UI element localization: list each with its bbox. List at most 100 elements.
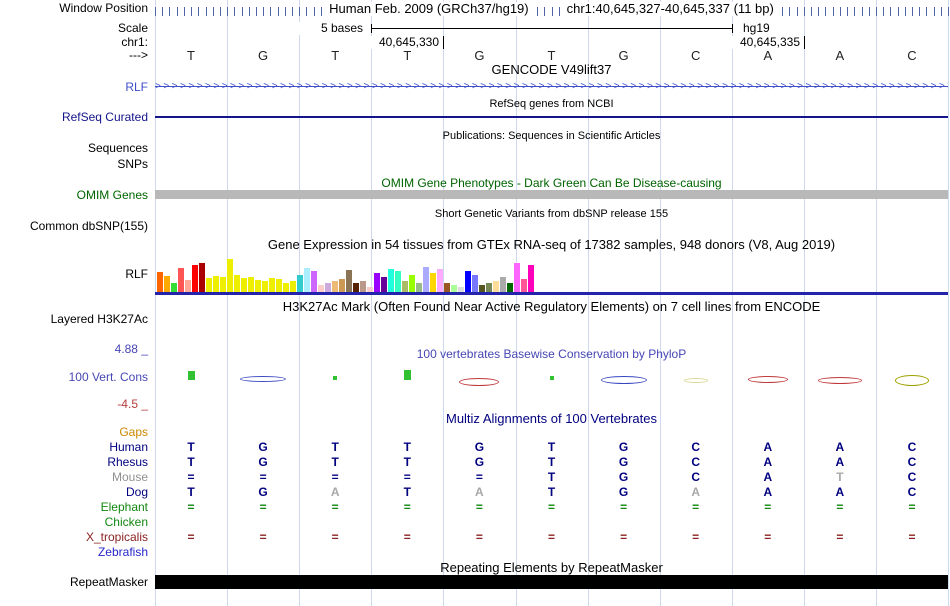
base-letter: T bbox=[187, 48, 195, 63]
alignment-base: A bbox=[691, 485, 701, 499]
gtex-tissue-bar bbox=[276, 279, 282, 292]
ruler-tick bbox=[868, 7, 870, 16]
species-label-zebrafish[interactable]: Zebrafish bbox=[97, 545, 148, 559]
column-gridline bbox=[227, 0, 229, 606]
species-label-elephant[interactable]: Elephant bbox=[100, 500, 148, 514]
alignment-base: = bbox=[547, 530, 556, 544]
column-gridline bbox=[587, 0, 589, 606]
conservation-title: 100 vertebrates Basewise Conservation by… bbox=[416, 347, 687, 361]
base-letter: A bbox=[835, 48, 845, 63]
alignment-base: = bbox=[475, 500, 483, 514]
alignment-row-mouse[interactable]: = = = = = T G C A T C bbox=[155, 470, 948, 485]
window-position-header: Human Feb. 2009 (GRCh37/hg19) chr1:40,64… bbox=[155, 2, 948, 16]
ruler-tick bbox=[263, 7, 265, 16]
track-image-area[interactable]: Human Feb. 2009 (GRCh37/hg19) chr1:40,64… bbox=[155, 0, 949, 606]
alignment-base: A bbox=[835, 455, 845, 469]
gtex-tissue-bar bbox=[367, 287, 373, 292]
base-letter: G bbox=[258, 48, 269, 63]
alignment-base: G bbox=[618, 485, 629, 499]
gtex-tissue-bar bbox=[339, 279, 345, 292]
gencode-transcript-track[interactable]: >>>>>>>>>>>>>>>>>>>>>>>>>>>>>>>>>>>>>>>>… bbox=[155, 81, 948, 93]
conservation-curve bbox=[683, 377, 708, 383]
alignment-base: G bbox=[618, 440, 629, 454]
omim-genes-label[interactable]: OMIM Genes bbox=[76, 188, 148, 202]
alignment-base: C bbox=[907, 440, 917, 454]
scale-bar-right-tick bbox=[732, 24, 733, 33]
gtex-tissue-bar bbox=[269, 278, 275, 292]
ruler-tick bbox=[861, 7, 863, 16]
gtex-tissue-bar bbox=[388, 269, 394, 292]
gtex-tissue-bar bbox=[346, 270, 352, 292]
gencode-item-label[interactable]: RLF bbox=[125, 80, 148, 94]
gtex-tissue-bar bbox=[234, 275, 240, 292]
alignment-row-zebrafish[interactable] bbox=[155, 545, 948, 560]
alignment-base: G bbox=[474, 455, 485, 469]
conservation-peak bbox=[549, 376, 554, 380]
gaps-label[interactable]: Gaps bbox=[119, 425, 148, 439]
sequences-track-label[interactable]: Sequences bbox=[87, 141, 148, 155]
alignment-base: A bbox=[763, 470, 773, 484]
omim-title: OMIM Gene Phenotypes - Dark Green Can Be… bbox=[381, 176, 722, 190]
snps-track-label[interactable]: SNPs bbox=[117, 157, 148, 171]
alignment-base: C bbox=[691, 440, 701, 454]
ruler-tick bbox=[811, 7, 812, 16]
conservation-peak bbox=[403, 370, 411, 380]
repeatmasker-bar[interactable] bbox=[155, 575, 948, 589]
column-gridline bbox=[803, 0, 805, 606]
refseq-curated-label[interactable]: RefSeq Curated bbox=[61, 110, 148, 124]
dbsnp-title: Short Genetic Variants from dbSNP releas… bbox=[434, 208, 669, 220]
alignment-base: A bbox=[835, 440, 845, 454]
ruler-tick bbox=[847, 7, 849, 16]
species-label-human[interactable]: Human bbox=[109, 440, 148, 454]
alignment-base: C bbox=[907, 470, 917, 484]
base-letter: C bbox=[907, 48, 917, 63]
alignment-row-chicken[interactable] bbox=[155, 515, 948, 530]
gtex-expression-track[interactable] bbox=[155, 255, 948, 292]
coordinate-left: 40,645,330 bbox=[301, 36, 439, 49]
ruler-tick bbox=[832, 7, 834, 16]
alignment-base: = bbox=[692, 530, 700, 544]
ruler-tick bbox=[198, 7, 200, 16]
ruler-tick bbox=[270, 7, 272, 16]
alignment-base: = bbox=[403, 500, 411, 514]
gtex-item-label[interactable]: RLF bbox=[125, 267, 148, 281]
alignment-base: = bbox=[403, 470, 411, 484]
column-gridline bbox=[875, 0, 877, 606]
species-label-mouse[interactable]: Mouse bbox=[111, 470, 148, 484]
omim-gene-bar[interactable] bbox=[155, 190, 948, 199]
gtex-tissue-bar bbox=[325, 283, 331, 292]
common-dbsnp-label[interactable]: Common dbSNP(155) bbox=[29, 219, 148, 233]
column-gridline bbox=[371, 0, 373, 606]
species-label-rhesus[interactable]: Rhesus bbox=[107, 455, 148, 469]
alignment-row-elephant[interactable]: = = = = = = = = = = = bbox=[155, 500, 948, 515]
alignment-base: A bbox=[763, 455, 773, 469]
species-label-chicken[interactable]: Chicken bbox=[104, 515, 148, 529]
gtex-tissue-bar bbox=[255, 280, 261, 292]
gtex-tissue-bar bbox=[332, 281, 338, 292]
alignment-base: T bbox=[187, 485, 195, 499]
gtex-tissue-bar bbox=[465, 271, 471, 292]
layered-h3k27ac-label[interactable]: Layered H3K27Ac bbox=[50, 312, 148, 326]
conservation-track[interactable] bbox=[155, 360, 948, 400]
ruler-tick bbox=[241, 7, 243, 16]
alignment-base: G bbox=[618, 455, 629, 469]
species-label-x_tropicalis[interactable]: X_tropicalis bbox=[85, 530, 148, 544]
alignment-base: G bbox=[618, 470, 629, 484]
species-label-dog[interactable]: Dog bbox=[125, 485, 148, 499]
gtex-tissue-bar bbox=[290, 281, 296, 292]
gtex-tissue-bar bbox=[171, 283, 177, 292]
repeatmasker-label[interactable]: RepeatMasker bbox=[69, 575, 148, 589]
ruler-tick bbox=[919, 7, 921, 16]
gtex-tissue-bar bbox=[262, 281, 268, 292]
conservation-peak bbox=[333, 376, 338, 380]
ruler-tick bbox=[162, 7, 164, 16]
alignment-row-x_tropicalis[interactable]: = = = = = = = = = = = bbox=[155, 530, 948, 545]
ruler-tick bbox=[248, 7, 250, 16]
vert-cons-label[interactable]: 100 Vert. Cons bbox=[68, 370, 148, 384]
ruler-tick bbox=[537, 7, 539, 16]
refseq-curated-track[interactable] bbox=[155, 116, 948, 118]
alignment-base: T bbox=[331, 440, 339, 454]
